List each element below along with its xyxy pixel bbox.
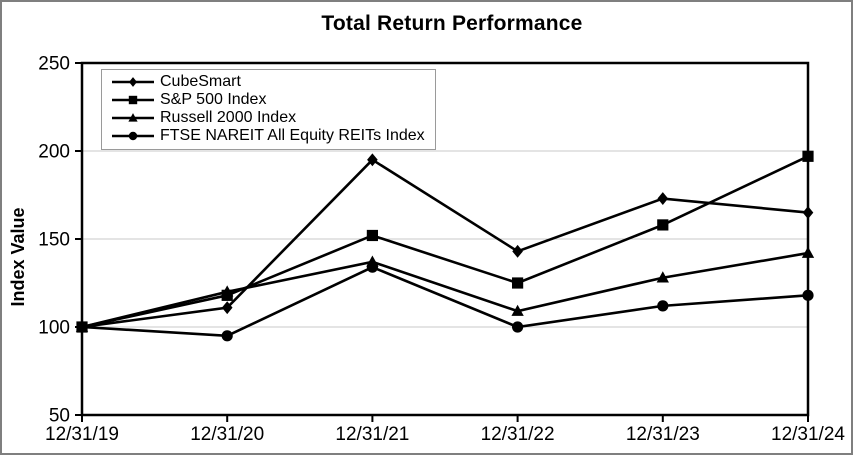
series-line-russell-2000-index xyxy=(81,251,809,329)
legend-marker-circle xyxy=(128,131,138,141)
y-tick-label: 150 xyxy=(38,230,70,251)
marker-triangle-russell-2000-index xyxy=(801,246,815,258)
marker-diamond-cubesmart xyxy=(512,244,523,258)
legend-marker-triangle xyxy=(128,113,138,122)
chart-title: Total Return Performance xyxy=(321,12,583,35)
marker-triangle-russell-2000-index xyxy=(656,271,669,283)
series-line-s-p-500-index xyxy=(81,155,809,329)
marker-diamond-cubesmart xyxy=(221,301,233,315)
legend-circle-icon xyxy=(112,131,154,141)
legend-item-s-p-500-index: S&P 500 Index xyxy=(110,91,425,109)
legend-marker-diamond xyxy=(129,77,137,87)
legend-item-russell-2000-index: Russell 2000 Index xyxy=(110,109,425,127)
marker-diamond-cubesmart xyxy=(657,192,669,205)
marker-circle-ftse-nareit-all-equity-reits-index xyxy=(657,300,669,312)
y-tick-label: 50 xyxy=(49,406,70,427)
y-tick-label: 100 xyxy=(38,318,70,339)
legend-item-ftse-nareit-all-equity-reits-index: FTSE NAREIT All Equity REITs Index xyxy=(110,127,425,145)
legend: CubeSmart S&P 500 Index Russell 2000 Index… xyxy=(101,69,436,150)
legend-diamond-icon xyxy=(112,77,154,87)
marker-circle-ftse-nareit-all-equity-reits-index xyxy=(221,330,233,342)
legend-label: FTSE NAREIT All Equity REITs Index xyxy=(160,127,425,144)
y-tick-label: 250 xyxy=(38,54,70,75)
series-line-ftse-nareit-all-equity-reits-index xyxy=(81,265,809,338)
series-line-cubesmart xyxy=(81,158,809,329)
x-tick-label: 12/31/23 xyxy=(626,424,700,445)
marker-square-s-p-500-index xyxy=(512,277,524,289)
marker-square-s-p-500-index xyxy=(76,321,88,333)
marker-square-s-p-500-index xyxy=(802,150,814,162)
x-tick-label: 12/31/21 xyxy=(335,424,409,445)
x-tick-label: 12/31/22 xyxy=(481,424,555,445)
y-axis-title: Index Value xyxy=(8,207,28,306)
legend-square-icon xyxy=(112,95,154,105)
x-tick-label: 12/31/24 xyxy=(771,424,845,445)
legend-label: CubeSmart xyxy=(160,73,241,90)
legend-marker-square xyxy=(128,95,138,105)
marker-square-s-p-500-index xyxy=(366,229,378,242)
marker-diamond-cubesmart xyxy=(367,153,378,167)
marker-circle-ftse-nareit-all-equity-reits-index xyxy=(802,289,814,301)
x-tick-label: 12/31/20 xyxy=(190,424,264,445)
legend-item-cubesmart: CubeSmart xyxy=(110,73,425,91)
marker-triangle-russell-2000-index xyxy=(511,304,524,316)
legend-label: Russell 2000 Index xyxy=(160,109,297,126)
marker-diamond-cubesmart xyxy=(802,206,814,220)
legend-triangle-icon xyxy=(112,113,154,122)
legend-label: S&P 500 Index xyxy=(160,91,267,108)
marker-square-s-p-500-index xyxy=(221,289,233,301)
marker-square-s-p-500-index xyxy=(657,219,669,231)
x-tick-label: 12/31/19 xyxy=(45,424,119,445)
marker-circle-ftse-nareit-all-equity-reits-index xyxy=(511,321,524,333)
marker-triangle-russell-2000-index xyxy=(366,255,379,267)
y-tick-label: 200 xyxy=(38,142,70,163)
